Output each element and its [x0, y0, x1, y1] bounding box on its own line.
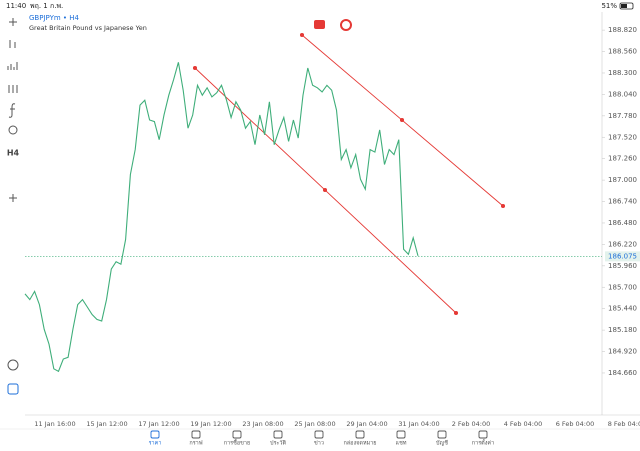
trend-point [500, 203, 506, 209]
x-tick-label: 29 Jan 04:00 [346, 420, 387, 428]
x-tick-label: 23 Jan 08:00 [242, 420, 283, 428]
chart-title: GBPJPYm • H4 [29, 14, 80, 22]
y-tick-label: 188.300 [608, 69, 637, 77]
battery-icon [619, 2, 634, 10]
logo-tool[interactable] [7, 383, 19, 395]
x-tick-label: 8 Feb 04:00 [608, 420, 640, 428]
nav-label[interactable]: ข่าว [314, 441, 324, 447]
y-tick-label: 187.520 [608, 133, 637, 141]
x-tick-label: 11 Jan 16:00 [34, 420, 75, 428]
trend-lines [192, 32, 506, 316]
status-date: พฤ. 1 ก.พ. [30, 2, 63, 10]
nav-label[interactable]: ประวัติ [270, 440, 286, 447]
nav-label[interactable]: บัญชี [436, 440, 448, 447]
y-tick-label: 188.560 [608, 48, 637, 56]
y-tick-label: 185.700 [608, 283, 637, 291]
timeframe[interactable]: H4 [7, 149, 20, 158]
y-tick-label: 184.660 [608, 369, 637, 377]
nav-icon[interactable] [232, 430, 242, 439]
x-tick-label: 25 Jan 08:00 [294, 420, 335, 428]
x-tick-label: 2 Feb 04:00 [452, 420, 491, 428]
y-tick-label: 186.480 [608, 219, 637, 227]
nav-label[interactable]: การซื้อขาย [224, 439, 250, 447]
battery-level [621, 4, 627, 8]
nav-icon[interactable] [191, 430, 201, 439]
x-tick-label: 17 Jan 12:00 [138, 420, 179, 428]
status-time: 11:40 [6, 2, 26, 10]
y-tick-label: 186.740 [608, 198, 637, 206]
x-tick-label: 19 Jan 12:00 [190, 420, 231, 428]
nav-icon[interactable] [273, 430, 283, 439]
x-tick-label: 15 Jan 12:00 [86, 420, 127, 428]
nav-label[interactable]: แชท [396, 440, 407, 447]
nav-label[interactable]: การตั้งค่า [472, 439, 494, 447]
y-tick-label: 185.440 [608, 305, 637, 313]
y-tick-label: 187.780 [608, 112, 637, 120]
trend-point [192, 65, 198, 71]
crosshair-tool[interactable] [9, 18, 17, 26]
y-tick-label: 187.260 [608, 155, 637, 163]
indicator-button[interactable] [340, 19, 352, 31]
chart-subtitle: Great Britain Pound vs Japanese Yen [29, 24, 147, 32]
nav-icon[interactable] [437, 430, 447, 439]
y-tick-label: 186.220 [608, 240, 637, 248]
nav-icon[interactable] [478, 430, 488, 439]
objects-tool[interactable] [8, 125, 18, 135]
last-price-label: 186.075 [608, 252, 637, 260]
left-toolbar [7, 18, 19, 395]
crosshair-tool-2[interactable] [9, 194, 17, 202]
last-price-box [605, 251, 640, 262]
function-tool[interactable] [8, 103, 16, 118]
y-tick-label: 184.920 [608, 348, 637, 356]
y-tick-label: 188.820 [608, 26, 637, 34]
zoom-tool[interactable] [7, 359, 19, 371]
y-tick-label: 185.960 [608, 262, 637, 270]
candle-tool[interactable] [9, 40, 16, 48]
trade-button[interactable] [314, 20, 325, 29]
indicators-tool[interactable] [8, 85, 18, 93]
y-tick-label: 185.180 [608, 326, 637, 334]
nav-icon[interactable] [314, 430, 324, 439]
nav-label[interactable]: กล่องจดหมาย [343, 441, 376, 447]
status-battery: 51% [601, 2, 617, 10]
trend-point [453, 310, 459, 316]
x-tick-label: 31 Jan 04:00 [398, 420, 439, 428]
trend-point [399, 117, 405, 123]
trend-point [322, 187, 328, 193]
price-line [24, 62, 419, 373]
y-tick-label: 187.000 [608, 176, 637, 184]
x-tick-label: 6 Feb 04:00 [556, 420, 595, 428]
bars-tool[interactable] [7, 62, 18, 70]
y-tick-label: 188.040 [608, 90, 637, 98]
nav-icon[interactable] [150, 430, 160, 439]
x-tick-label: 4 Feb 04:00 [504, 420, 543, 428]
nav-icon[interactable] [355, 430, 365, 439]
nav-label[interactable]: ราคา [149, 441, 162, 447]
nav-icon[interactable] [396, 430, 406, 439]
trend-point [299, 32, 305, 38]
nav-label[interactable]: กราฟ [189, 440, 202, 447]
